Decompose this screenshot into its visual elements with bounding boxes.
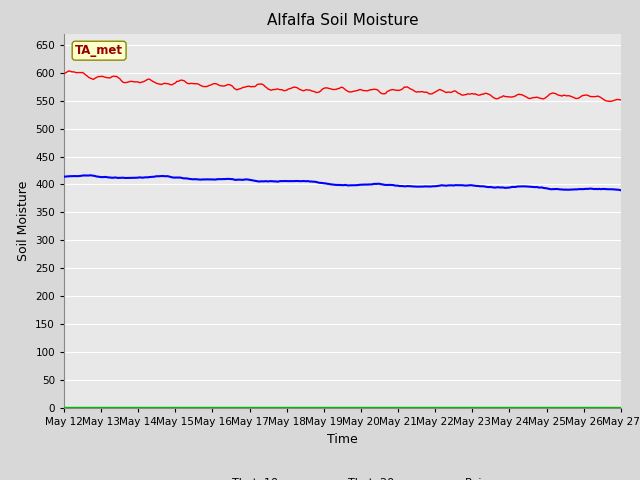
Title: Alfalfa Soil Moisture: Alfalfa Soil Moisture [267, 13, 418, 28]
Legend: Theta10cm, Theta20cm, Rain: Theta10cm, Theta20cm, Rain [191, 473, 494, 480]
Y-axis label: Soil Moisture: Soil Moisture [17, 180, 29, 261]
X-axis label: Time: Time [327, 432, 358, 445]
Text: TA_met: TA_met [75, 44, 123, 57]
